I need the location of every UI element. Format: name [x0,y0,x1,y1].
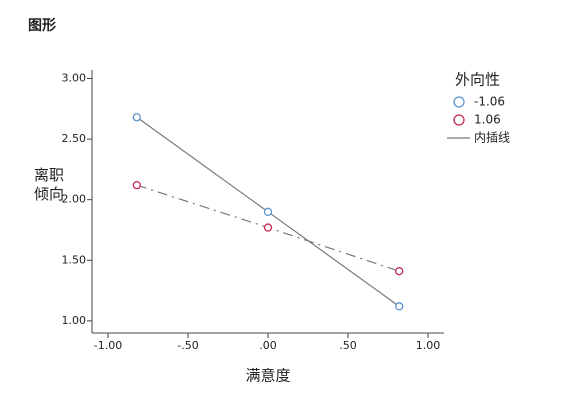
y-tick-label: 2.50 [62,132,87,145]
x-tick-label: -.50 [177,339,198,352]
legend-marker [453,96,465,108]
y-axis-title: 离职倾向 [34,166,65,203]
x-axis-title: 满意度 [245,367,290,385]
point [263,223,273,232]
point [132,113,141,122]
y-tick-label: 2.00 [62,193,87,206]
y-tick-label: 3.00 [62,71,87,84]
legend-label: 1.06 [474,113,501,127]
point [263,207,273,216]
legend-marker [453,114,465,126]
x-tick-label: .50 [339,339,357,352]
y-tick-label: 1.00 [62,314,87,327]
legend-title: 外向性 [455,71,500,89]
point [395,267,404,276]
point [132,180,141,190]
y-tick-label: 1.50 [62,253,87,266]
legend-label: -1.06 [474,95,505,109]
x-tick-label: 1.00 [416,339,441,352]
page-title: 图形 [28,17,56,34]
x-tick-label: .00 [259,339,277,352]
x-tick-label: -1.00 [94,339,122,352]
point [395,302,404,311]
legend-label: 内插线 [474,131,510,145]
